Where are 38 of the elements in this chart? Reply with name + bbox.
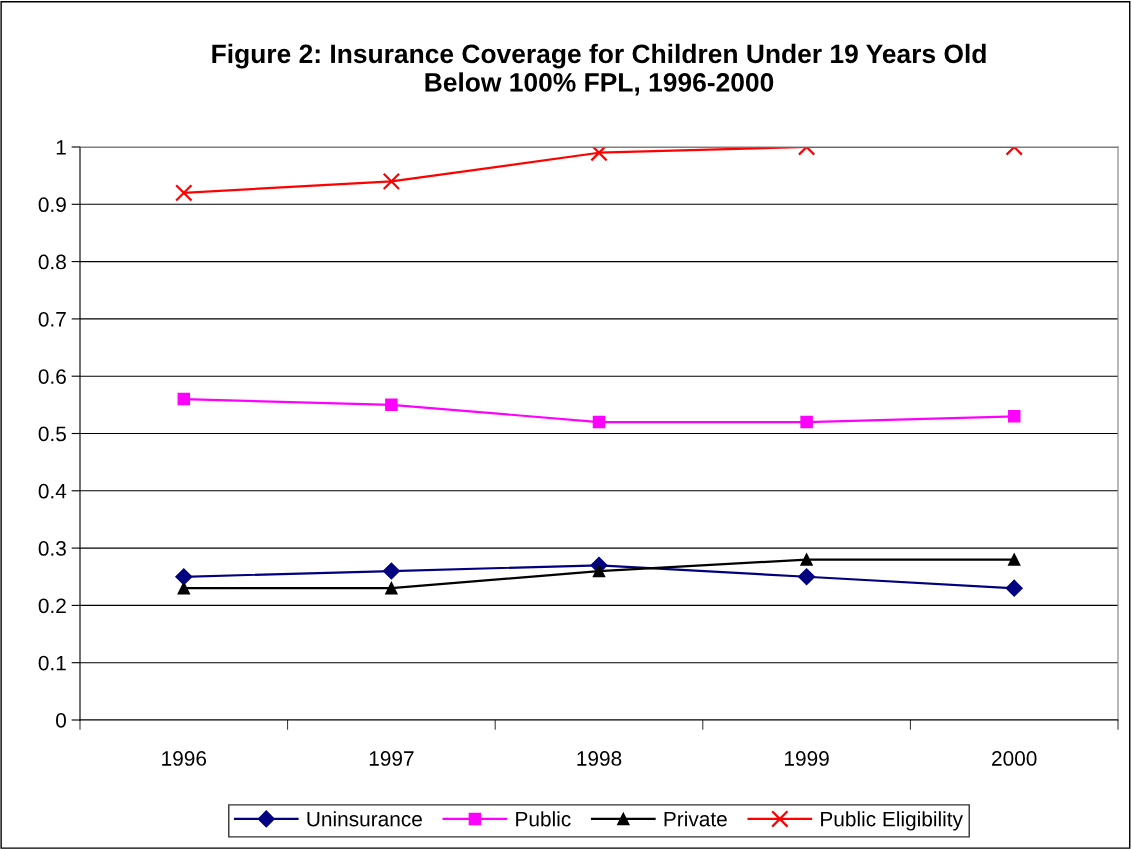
point [592, 415, 606, 429]
y-tick-label: 0 [56, 713, 66, 728]
x-tick-label: 1998 [577, 751, 622, 766]
x-tick-label: 2000 [992, 751, 1037, 766]
point [1007, 410, 1021, 423]
chart-title: Figure 2: Insurance Coverage for Children Under 19 Years Old Below 100% FPL, 1996-2000 [212, 43, 986, 96]
y-tick-label: 0.3 [38, 541, 66, 556]
point [175, 568, 193, 586]
y-tick-label: 0.9 [38, 197, 66, 213]
point [177, 581, 191, 595]
point [382, 172, 401, 191]
point [592, 564, 606, 578]
legend-label: Public [516, 811, 571, 827]
y-tick-label: 1 [56, 140, 66, 155]
y-tick-label: 0.6 [38, 369, 66, 384]
point [177, 392, 191, 406]
y-tick-label: 0.1 [38, 655, 66, 671]
point [800, 415, 813, 429]
point [385, 581, 398, 595]
y-tick-label: 0.2 [38, 598, 66, 614]
x-tick-label: 1996 [162, 751, 207, 766]
x-tick-label: 1999 [785, 751, 829, 766]
y-tick-label: 0.4 [38, 483, 67, 499]
point [590, 147, 608, 162]
point [1005, 579, 1023, 597]
point [385, 398, 398, 412]
point [175, 184, 193, 202]
point [798, 568, 816, 586]
y-tick-label: 0.7 [38, 311, 66, 327]
point [1007, 553, 1021, 566]
y-tick-label: 0.5 [38, 426, 66, 442]
x-tick-label: 1997 [369, 751, 414, 766]
point [800, 553, 813, 566]
legend-label: Private [664, 811, 727, 827]
y-tick-label: 0.8 [38, 254, 66, 270]
point [382, 562, 400, 580]
legend-label: Uninsurance [307, 811, 422, 827]
legend-label: Public Eligibility [821, 811, 963, 831]
